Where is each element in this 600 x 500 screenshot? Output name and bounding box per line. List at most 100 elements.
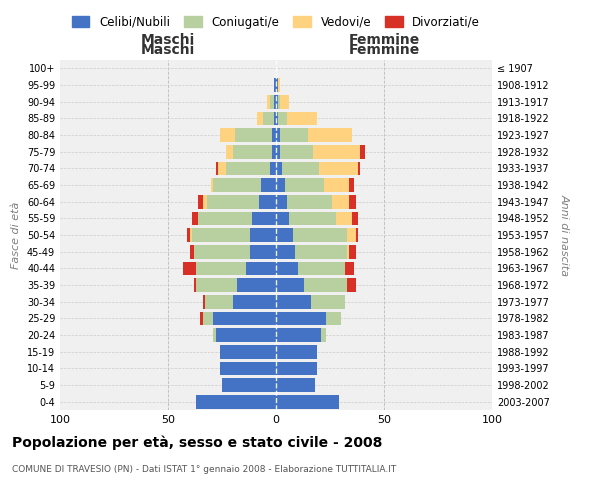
Bar bbox=[196, 395, 276, 408]
Bar bbox=[308, 128, 352, 142]
Bar bbox=[190, 245, 194, 258]
Bar bbox=[293, 228, 347, 242]
Bar bbox=[257, 112, 263, 125]
Bar bbox=[272, 128, 276, 142]
Text: Maschi: Maschi bbox=[141, 42, 195, 56]
Bar bbox=[276, 162, 283, 175]
Bar bbox=[183, 262, 196, 275]
Bar bbox=[196, 278, 237, 292]
Bar bbox=[198, 212, 252, 225]
Bar bbox=[203, 312, 214, 325]
Bar bbox=[276, 378, 315, 392]
Bar bbox=[276, 128, 280, 142]
Bar bbox=[274, 95, 276, 108]
Bar bbox=[214, 178, 261, 192]
Bar bbox=[276, 345, 317, 358]
Bar bbox=[349, 245, 356, 258]
Bar bbox=[268, 95, 269, 108]
Bar bbox=[337, 212, 352, 225]
Bar bbox=[211, 178, 214, 192]
Bar bbox=[269, 95, 274, 108]
Text: COMUNE DI TRAVESIO (PN) - Dati ISTAT 1° gennaio 2008 - Elaborazione TUTTITALIA.I: COMUNE DI TRAVESIO (PN) - Dati ISTAT 1° … bbox=[12, 465, 396, 474]
Bar bbox=[276, 312, 326, 325]
Bar bbox=[287, 112, 317, 125]
Bar bbox=[194, 245, 250, 258]
Legend: Celibi/Nubili, Coniugati/e, Vedovi/e, Divorziati/e: Celibi/Nubili, Coniugati/e, Vedovi/e, Di… bbox=[67, 11, 485, 34]
Bar bbox=[226, 162, 269, 175]
Bar bbox=[304, 278, 347, 292]
Bar bbox=[295, 245, 347, 258]
Bar bbox=[222, 378, 276, 392]
Bar bbox=[298, 262, 345, 275]
Bar bbox=[276, 278, 304, 292]
Bar bbox=[203, 295, 205, 308]
Text: Maschi: Maschi bbox=[141, 34, 195, 48]
Bar bbox=[358, 162, 360, 175]
Bar bbox=[276, 95, 278, 108]
Bar bbox=[323, 178, 349, 192]
Bar bbox=[274, 78, 276, 92]
Bar bbox=[192, 228, 250, 242]
Bar bbox=[207, 195, 259, 208]
Bar bbox=[278, 78, 280, 92]
Bar bbox=[276, 328, 322, 342]
Y-axis label: Anni di nascita: Anni di nascita bbox=[559, 194, 569, 276]
Bar bbox=[278, 112, 287, 125]
Bar bbox=[287, 195, 332, 208]
Bar bbox=[226, 145, 233, 158]
Bar bbox=[196, 262, 246, 275]
Bar bbox=[319, 162, 358, 175]
Bar bbox=[233, 145, 272, 158]
Bar bbox=[352, 212, 358, 225]
Bar bbox=[246, 262, 276, 275]
Bar bbox=[276, 362, 317, 375]
Bar bbox=[289, 212, 337, 225]
Bar bbox=[220, 345, 276, 358]
Bar bbox=[215, 162, 218, 175]
Bar bbox=[192, 212, 198, 225]
Bar bbox=[215, 328, 276, 342]
Bar bbox=[345, 262, 354, 275]
Bar bbox=[276, 228, 293, 242]
Bar bbox=[276, 212, 289, 225]
Text: Femmine: Femmine bbox=[349, 34, 419, 48]
Bar bbox=[347, 245, 349, 258]
Bar bbox=[190, 228, 192, 242]
Bar bbox=[360, 145, 365, 158]
Bar bbox=[220, 362, 276, 375]
Bar bbox=[218, 162, 226, 175]
Bar bbox=[205, 295, 233, 308]
Bar bbox=[276, 78, 278, 92]
Bar bbox=[220, 128, 235, 142]
Bar bbox=[347, 228, 356, 242]
Text: Femmine: Femmine bbox=[349, 42, 419, 56]
Bar bbox=[276, 178, 284, 192]
Bar bbox=[276, 245, 295, 258]
Bar bbox=[269, 162, 276, 175]
Bar bbox=[280, 95, 289, 108]
Bar bbox=[194, 278, 196, 292]
Bar bbox=[276, 262, 298, 275]
Bar bbox=[276, 295, 311, 308]
Bar bbox=[276, 145, 280, 158]
Bar bbox=[233, 295, 276, 308]
Bar bbox=[200, 312, 203, 325]
Bar bbox=[235, 128, 272, 142]
Bar bbox=[252, 212, 276, 225]
Bar bbox=[326, 312, 341, 325]
Bar bbox=[250, 245, 276, 258]
Bar bbox=[356, 228, 358, 242]
Bar bbox=[214, 328, 215, 342]
Bar bbox=[274, 112, 276, 125]
Bar bbox=[261, 178, 276, 192]
Bar bbox=[276, 112, 278, 125]
Bar bbox=[237, 278, 276, 292]
Bar bbox=[347, 278, 356, 292]
Text: Popolazione per età, sesso e stato civile - 2008: Popolazione per età, sesso e stato civil… bbox=[12, 435, 382, 450]
Bar bbox=[283, 162, 319, 175]
Bar bbox=[276, 195, 287, 208]
Bar bbox=[259, 195, 276, 208]
Bar bbox=[322, 328, 326, 342]
Y-axis label: Fasce di età: Fasce di età bbox=[11, 202, 21, 268]
Bar bbox=[276, 395, 338, 408]
